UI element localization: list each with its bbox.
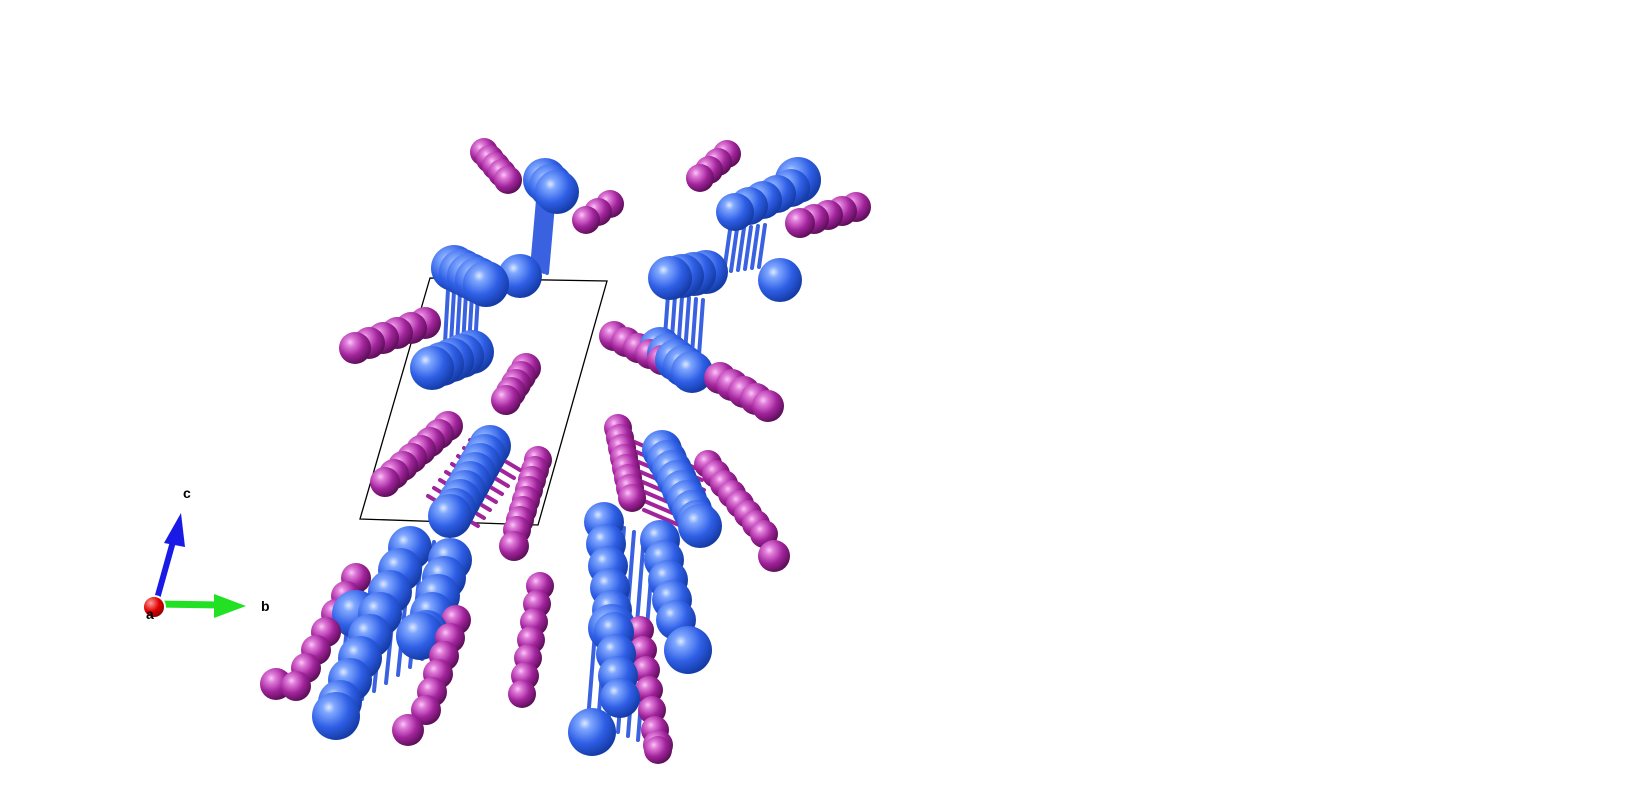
purple-atom-sphere xyxy=(370,467,400,497)
blue-atom-sphere xyxy=(716,193,754,231)
purple-atom-sphere xyxy=(686,164,714,192)
purple-atom-sphere xyxy=(339,332,371,364)
purple-atom-sphere xyxy=(752,390,784,422)
blue-atom-sphere xyxy=(498,254,542,298)
blue-atom-sphere xyxy=(568,708,616,756)
axis-label-c: c xyxy=(183,485,191,501)
axis-label-b: b xyxy=(261,598,270,614)
purple-atom-sphere xyxy=(618,484,646,512)
bond-rod xyxy=(729,227,739,273)
purple-atom-sphere xyxy=(494,166,522,194)
unit-cell-outline xyxy=(359,277,608,526)
bond-rod xyxy=(757,223,767,269)
purple-atom-sphere xyxy=(392,714,424,746)
purple-atom-sphere xyxy=(644,736,672,764)
bond-rod xyxy=(545,203,555,275)
purple-atom-sphere xyxy=(491,385,521,415)
axis-c-shaft xyxy=(152,537,177,607)
bond-rod xyxy=(536,200,546,272)
blue-atom-sphere xyxy=(664,626,712,674)
blue-atom-sphere xyxy=(410,346,454,390)
purple-atom-sphere xyxy=(758,540,790,572)
blue-atom-sphere xyxy=(671,351,713,393)
blue-atom-sphere xyxy=(758,258,802,302)
bond-rod xyxy=(542,202,552,274)
purple-atom-sphere xyxy=(411,695,441,725)
axis-c-arrowhead xyxy=(164,513,185,547)
purple-atom-sphere xyxy=(572,206,600,234)
blue-atom-sphere xyxy=(678,504,722,548)
blue-atom-sphere xyxy=(463,261,509,307)
bond-rod xyxy=(750,224,760,270)
axis-b-arrowhead xyxy=(214,594,246,618)
bond-rod xyxy=(539,201,549,273)
blue-atom-sphere xyxy=(535,170,579,214)
purple-atom-sphere xyxy=(499,531,529,561)
bond-rod xyxy=(533,199,543,271)
blue-atom-sphere xyxy=(428,494,472,538)
atoms-layer xyxy=(260,138,871,764)
axis-label-a: a xyxy=(146,606,154,622)
blue-atom-sphere xyxy=(600,678,640,718)
bond-rod xyxy=(697,298,705,357)
bond-rod xyxy=(743,225,753,271)
purple-atom-sphere xyxy=(508,680,536,708)
bond-rod xyxy=(736,226,746,272)
bond-rod xyxy=(530,198,540,270)
axis-a-origin xyxy=(142,595,166,619)
orientation-axes: c b a xyxy=(142,485,270,622)
axis-b-shaft xyxy=(157,600,221,609)
blue-atom-sphere xyxy=(648,256,692,300)
bond-rod xyxy=(690,297,698,356)
purple-atom-sphere xyxy=(785,208,815,238)
blue-atom-sphere xyxy=(312,692,360,740)
purple-atom-sphere xyxy=(281,671,311,701)
